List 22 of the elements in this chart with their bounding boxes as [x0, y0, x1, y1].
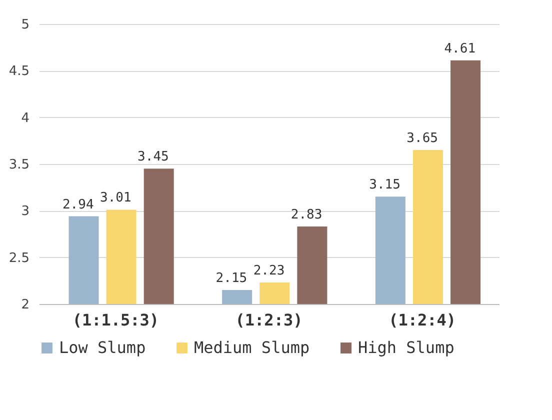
data-label: 3.65: [406, 131, 438, 146]
legend-label: Medium Slump: [194, 338, 310, 357]
data-label: 3.15: [369, 178, 400, 193]
data-label: 2.23: [253, 264, 285, 279]
x-tick-label: (1:2:4): [388, 310, 456, 330]
y-tick-label: 2.5: [8, 250, 30, 266]
data-label: 2.83: [290, 208, 322, 223]
data-label: 3.01: [100, 190, 132, 206]
data-label: 4.61: [444, 41, 476, 56]
y-tick-label: 4.5: [8, 64, 30, 80]
x-tick-label: (1:1.5:3): [72, 310, 160, 330]
y-tick-label: 5: [21, 18, 30, 32]
legend-label: High Slump: [358, 338, 454, 357]
y-tick-label: 2: [21, 298, 30, 312]
data-label: 2.94: [62, 197, 94, 212]
y-tick-label: 3: [21, 204, 30, 220]
data-label: 3.45: [138, 150, 169, 165]
y-tick-label: 3.5: [8, 158, 30, 172]
data-label: 2.15: [216, 271, 248, 286]
x-tick-label: (1:2:3): [235, 310, 303, 330]
y-tick-label: 4: [21, 110, 30, 126]
legend-label: Low Slump: [59, 338, 146, 357]
